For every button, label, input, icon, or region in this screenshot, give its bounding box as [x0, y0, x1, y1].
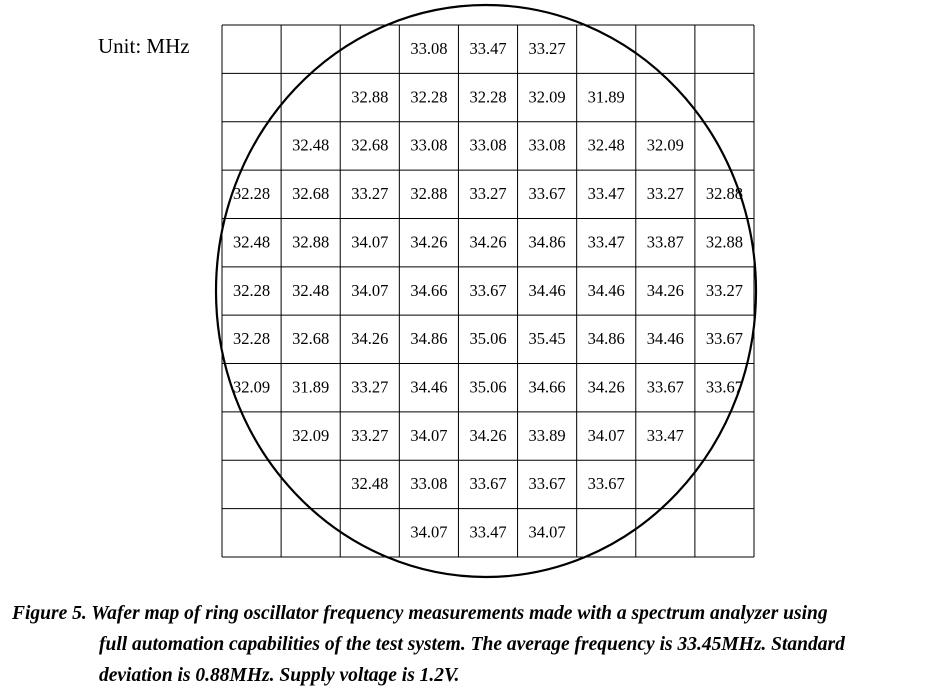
caption-line-1: Figure 5. Wafer map of ring oscillator f…: [12, 603, 828, 624]
wafer-cell-value: 33.27: [469, 184, 506, 203]
wafer-cell-value: 32.28: [233, 329, 270, 348]
wafer-cell-value: 33.87: [647, 232, 684, 251]
wafer-cell-value: 34.07: [351, 232, 388, 251]
wafer-cell-value: 34.46: [647, 329, 684, 348]
wafer-cell-value: 33.67: [469, 281, 506, 300]
wafer-cell-value: 34.26: [469, 426, 506, 445]
wafer-cell-value: 32.88: [292, 232, 329, 251]
wafer-cell-value: 33.47: [469, 39, 506, 58]
wafer-cell-value: 34.66: [410, 281, 447, 300]
wafer-cell-value: 33.27: [351, 184, 388, 203]
wafer-cell-value: 32.88: [706, 184, 743, 203]
wafer-cell-value: 32.09: [529, 87, 566, 106]
wafer-cell-value: 32.28: [233, 184, 270, 203]
wafer-cell-value: 34.07: [410, 426, 447, 445]
wafer-cell-value: 32.28: [233, 281, 270, 300]
wafer-cell-value: 33.27: [706, 281, 743, 300]
wafer-cell-value: 35.06: [469, 378, 506, 397]
wafer-cell-value: 32.09: [292, 426, 329, 445]
wafer-cell-value: 33.67: [706, 329, 743, 348]
caption-line-3: deviation is 0.88MHz. Supply voltage is …: [99, 665, 460, 686]
wafer-cell-value: 34.66: [529, 378, 566, 397]
wafer-cell-value: 32.88: [410, 184, 447, 203]
wafer-cell-value: 34.07: [588, 426, 625, 445]
wafer-cell-value: 31.89: [292, 378, 329, 397]
unit-label: Unit: MHz: [98, 34, 190, 58]
wafer-cell-value: 32.88: [351, 87, 388, 106]
wafer-cell-value: 31.89: [588, 87, 625, 106]
wafer-map: 33.08 33.47 33.27 32.88 32.28 32.28 32.09 31.89…: [214, 3, 758, 579]
wafer-cell-value: 34.46: [410, 378, 447, 397]
wafer-cell-value: 34.26: [351, 329, 388, 348]
wafer-cell-value: 32.68: [351, 136, 388, 155]
wafer-cell-value: 32.09: [233, 378, 270, 397]
wafer-cell-value: 34.46: [529, 281, 566, 300]
wafer-cell-value: 33.89: [529, 426, 566, 445]
wafer-cell-value: 33.27: [351, 426, 388, 445]
wafer-outline: [214, 3, 758, 579]
wafer-cell-value: 34.86: [529, 232, 566, 251]
wafer-cell-value: 35.45: [529, 329, 566, 348]
wafer-cell-value: 34.26: [647, 281, 684, 300]
wafer-cell-value: 32.28: [410, 87, 447, 106]
wafer-cell-value: 32.09: [647, 136, 684, 155]
wafer-cell-value: 33.67: [647, 378, 684, 397]
wafer-cell-value: 34.26: [588, 378, 625, 397]
wafer-cell-value: 32.28: [469, 87, 506, 106]
wafer-cell-value: 33.08: [410, 39, 447, 58]
wafer-cell-value: 33.08: [410, 474, 447, 493]
wafer-cell-value: 32.48: [292, 281, 329, 300]
wafer-cell-value: 33.47: [469, 523, 506, 542]
wafer-cell-value: 34.46: [588, 281, 625, 300]
wafer-cell-value: 32.68: [292, 184, 329, 203]
wafer-cell-value: 34.26: [469, 232, 506, 251]
wafer-cell-value: 33.67: [469, 474, 506, 493]
wafer-cell-value: 34.86: [410, 329, 447, 348]
wafer-cell-value: 33.67: [529, 184, 566, 203]
wafer-cell-value: 32.48: [233, 232, 270, 251]
wafer-cell-value: 32.48: [351, 474, 388, 493]
wafer-cell-value: 32.48: [292, 136, 329, 155]
wafer-cell-value: 33.08: [410, 136, 447, 155]
wafer-cell-value: 33.67: [529, 474, 566, 493]
figure-caption: Figure 5. Wafer map of ring oscillator f…: [12, 598, 927, 691]
wafer-cell-value: 34.07: [410, 523, 447, 542]
wafer-cell-value: 33.67: [706, 378, 743, 397]
wafer-cell-value: 34.07: [529, 523, 566, 542]
wafer-cell-value: 33.08: [469, 136, 506, 155]
wafer-cell-value: 33.27: [647, 184, 684, 203]
wafer-cell-value: 35.06: [469, 329, 506, 348]
wafer-cell-value: 32.88: [706, 232, 743, 251]
wafer-cell-value: 32.48: [588, 136, 625, 155]
wafer-cell-value: 33.47: [647, 426, 684, 445]
wafer-cell-value: 34.26: [410, 232, 447, 251]
wafer-cell-value: 33.47: [588, 184, 625, 203]
wafer-cell-value: 33.27: [351, 378, 388, 397]
wafer-cell-value: 33.08: [529, 136, 566, 155]
wafer-cell-value: 33.47: [588, 232, 625, 251]
wafer-cell-value: 34.86: [588, 329, 625, 348]
caption-line-2: full automation capabilities of the test…: [99, 634, 845, 655]
wafer-cell-value: 33.27: [529, 39, 566, 58]
wafer-cell-value: 32.68: [292, 329, 329, 348]
wafer-cell-value: 33.67: [588, 474, 625, 493]
wafer-cell-value: 34.07: [351, 281, 388, 300]
